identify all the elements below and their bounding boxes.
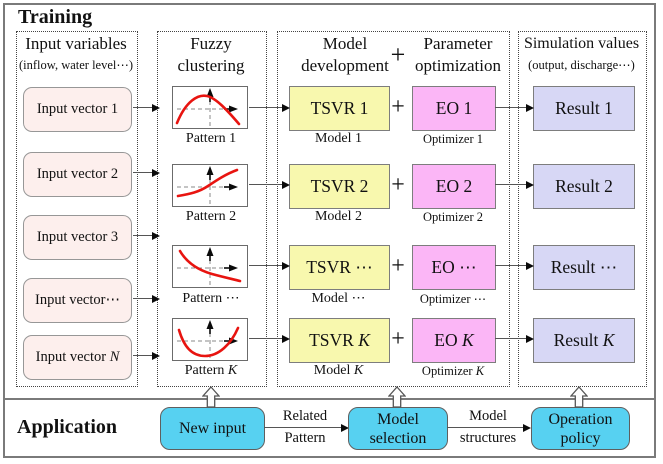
input-variables-title: Input variables <box>25 34 127 53</box>
pattern-k-label: Pattern K <box>184 363 238 378</box>
up-arrow-newinput-to-clustering <box>202 386 220 408</box>
pattern-2-label: Pattern 2 <box>185 209 237 224</box>
arrow-pattern-dots-to-tsvr-dots <box>249 261 290 270</box>
pattern-k-plot <box>172 318 248 361</box>
arrow-pattern-k-to-tsvr-k <box>249 334 290 343</box>
optimizer-2-label: Optimizer 2 <box>422 210 484 224</box>
related-pattern-label-bottom: Pattern <box>284 430 326 446</box>
model-structures-label-bottom: structures <box>459 430 517 446</box>
arrow-newinput-to-modelselection <box>264 423 349 432</box>
model-k-label: Model K <box>313 363 364 378</box>
row-2-plus-sign: + <box>391 172 405 198</box>
arrow-eo-dots-to-result-dots <box>495 261 534 270</box>
fuzzy-title-line1: Fuzzy <box>190 34 232 53</box>
input-vector-1-box: Input vector 1 <box>23 87 132 132</box>
model-development-column <box>277 31 510 387</box>
pattern-dots-label: Pattern ⋯ <box>182 291 240 306</box>
pattern-1-plot <box>172 86 248 129</box>
optimizer-1-label: Optimizer 1 <box>422 132 484 146</box>
input-vector-dots-box: Input vector⋯ <box>23 278 132 323</box>
eo-dots-box: EO ⋯ <box>412 245 496 290</box>
row-1-plus-sign: + <box>391 94 405 120</box>
model-development-title-line2: development <box>301 56 389 75</box>
model-structures-label-top: Model <box>469 408 507 424</box>
arrow-input1-to-clustering <box>133 103 160 112</box>
eo-2-box: EO 2 <box>412 164 496 209</box>
pattern-dots-plot <box>172 245 248 288</box>
simulation-values-subtitle: (output, discharge⋯) <box>528 58 635 72</box>
arrow-input-n-to-clustering <box>133 351 160 360</box>
tsvr-2-box: TSVR 2 <box>289 164 390 209</box>
arrow-input-dots-to-clustering <box>133 294 160 303</box>
up-arrow-modelselection-to-models <box>388 386 406 408</box>
application-section-label: Application <box>17 416 118 438</box>
model-1-label: Model 1 <box>314 131 363 146</box>
outer-border <box>3 3 656 458</box>
pattern-2-plot <box>172 164 248 207</box>
training-application-divider <box>3 398 656 400</box>
eo-1-box: EO 1 <box>412 86 496 131</box>
arrow-modelselection-to-operationpolicy <box>447 423 531 432</box>
up-arrow-operationpolicy-to-simulation <box>570 386 588 408</box>
parameter-optimization-title-line1: Parameter <box>423 34 493 53</box>
input-vector-2-box: Input vector 2 <box>23 152 132 197</box>
arrow-eo-k-to-result-k <box>495 334 534 343</box>
model-2-label: Model 2 <box>314 209 363 224</box>
eo-k-box: EO K <box>412 318 496 363</box>
simulation-values-title: Simulation values <box>523 35 640 52</box>
arrow-input2-to-clustering <box>133 168 160 177</box>
pattern-1-label: Pattern 1 <box>185 131 237 146</box>
input-variables-column <box>16 31 138 387</box>
header-plus-sign: + <box>390 40 406 69</box>
arrow-input3-to-clustering <box>133 231 160 240</box>
result-dots-box: Result ⋯ <box>533 245 635 290</box>
optimizer-k-label: Optimizer K <box>421 364 485 378</box>
input-vector-n-box: Input vector N <box>23 335 132 380</box>
result-2-box: Result 2 <box>533 164 635 209</box>
input-vector-3-box: Input vector 3 <box>23 215 132 260</box>
row-3-plus-sign: + <box>391 253 405 279</box>
row-4-plus-sign: + <box>391 326 405 352</box>
fuzzy-title-line2: clustering <box>177 56 245 75</box>
model-selection-box: Model selection <box>348 407 448 450</box>
optimizer-dots-label: Optimizer ⋯ <box>419 292 487 306</box>
result-k-box: Result K <box>533 318 635 363</box>
operation-policy-box: Operation policy <box>531 407 630 450</box>
training-section-label: Training <box>18 6 93 28</box>
arrow-pattern1-to-tsvr1 <box>249 103 290 112</box>
input-variables-subtitle: (inflow, water level⋯) <box>18 58 134 72</box>
tsvr-dots-box: TSVR ⋯ <box>289 245 390 290</box>
arrow-pattern2-to-tsvr2 <box>249 180 290 189</box>
parameter-optimization-title-line2: optimization <box>415 56 501 75</box>
arrow-eo1-to-result1 <box>495 103 534 112</box>
simulation-values-column <box>518 31 647 387</box>
tsvr-k-box: TSVR K <box>289 318 390 363</box>
arrow-eo2-to-result2 <box>495 180 534 189</box>
related-pattern-label-top: Related <box>282 408 328 424</box>
result-1-box: Result 1 <box>533 86 635 131</box>
model-development-title-line1: Model <box>322 34 368 53</box>
new-input-box: New input <box>160 407 265 450</box>
model-dots-label: Model ⋯ <box>311 291 366 306</box>
tsvr-1-box: TSVR 1 <box>289 86 390 131</box>
fuzzy-clustering-column <box>157 31 267 387</box>
